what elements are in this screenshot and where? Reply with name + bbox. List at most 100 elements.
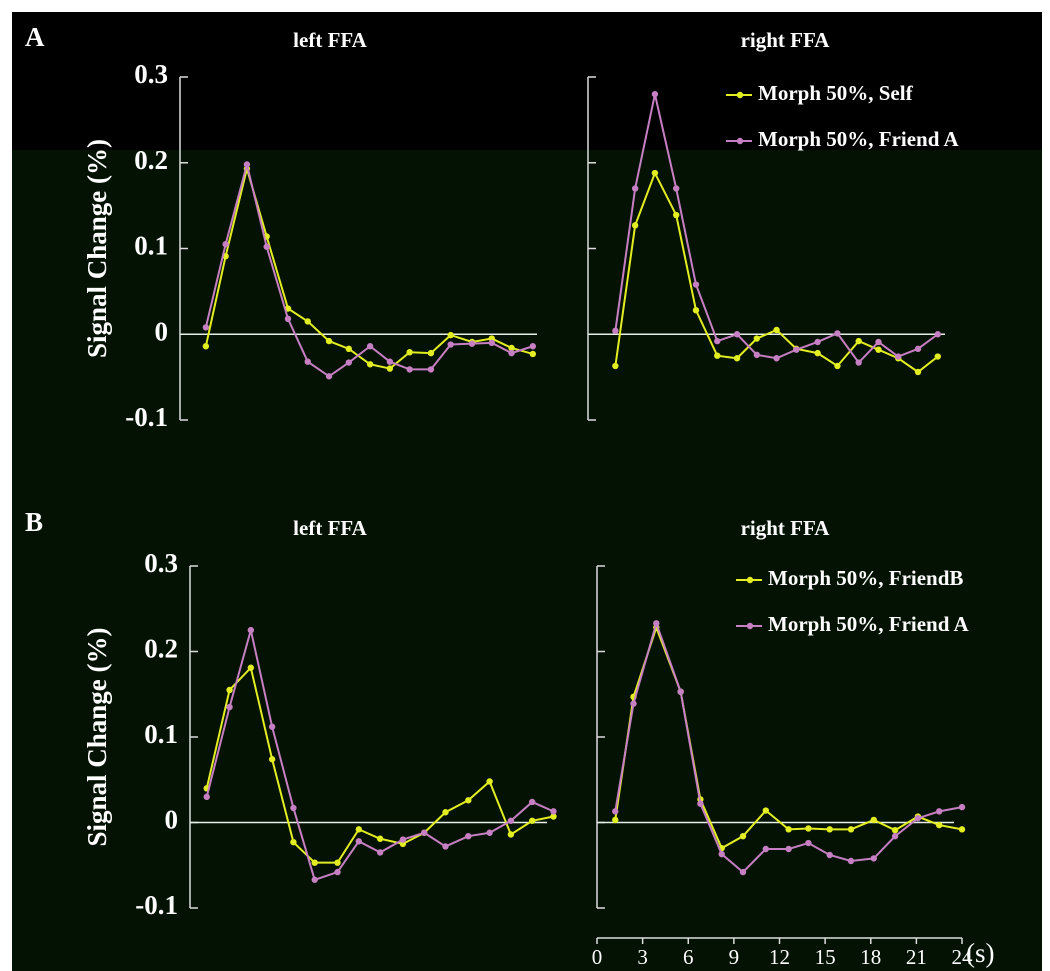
data-point <box>934 331 941 338</box>
data-point <box>805 825 812 832</box>
data-point <box>334 859 341 866</box>
legend-label: Morph 50%, Friend A <box>758 127 960 151</box>
data-point <box>366 361 374 368</box>
panel-label: A <box>25 22 45 52</box>
y-tick-label: 0.1 <box>134 231 168 261</box>
data-point <box>386 358 394 365</box>
data-point <box>247 626 255 634</box>
data-point <box>934 353 941 360</box>
data-point <box>202 324 210 331</box>
data-point <box>630 700 637 707</box>
data-point <box>442 809 449 816</box>
data-point <box>268 756 276 763</box>
y-tick-label: 0.2 <box>134 145 168 175</box>
data-point <box>406 349 413 356</box>
panel-label: B <box>25 507 43 537</box>
data-point <box>507 831 515 838</box>
data-point <box>528 798 536 806</box>
data-point <box>834 330 841 337</box>
data-point <box>714 352 721 359</box>
data-point <box>785 826 792 833</box>
data-point <box>263 243 270 250</box>
x-tick-label: 24 <box>952 945 974 969</box>
data-point <box>226 686 233 694</box>
data-point <box>528 817 536 824</box>
data-point <box>311 876 318 883</box>
data-point <box>222 241 229 248</box>
data-point <box>651 169 659 177</box>
y-tick-label: 0.2 <box>144 634 178 664</box>
chart-title: right FFA <box>741 28 831 52</box>
data-point <box>834 362 841 370</box>
x-tick-label: 12 <box>769 945 790 969</box>
data-point <box>895 353 902 360</box>
data-point <box>386 365 394 372</box>
data-point <box>508 344 515 352</box>
chart-title: right FFA <box>741 516 831 540</box>
data-point <box>753 335 761 342</box>
x-tick-label: 3 <box>637 945 648 969</box>
chart-title: left FFA <box>293 516 367 540</box>
data-point <box>345 359 353 366</box>
data-point <box>442 843 449 850</box>
data-point <box>773 355 780 362</box>
data-point <box>290 838 297 846</box>
data-point <box>304 358 311 365</box>
data-point <box>914 345 922 353</box>
data-point <box>891 826 899 834</box>
data-point <box>202 343 210 350</box>
data-point <box>612 816 619 824</box>
x-tick-label: 21 <box>906 945 927 969</box>
data-point <box>714 337 721 345</box>
data-point <box>612 327 619 335</box>
data-point <box>284 315 292 323</box>
data-point <box>875 346 882 353</box>
data-point <box>733 355 741 362</box>
data-point <box>692 281 700 288</box>
data-point <box>311 859 318 866</box>
data-point <box>612 808 619 815</box>
data-point <box>958 803 966 811</box>
legend-label: Morph 50%, FriendB <box>768 566 963 590</box>
data-point <box>465 797 472 804</box>
data-point <box>290 804 297 812</box>
figure-background <box>12 12 1042 971</box>
data-point <box>421 829 428 836</box>
data-point <box>508 349 515 357</box>
data-point <box>793 346 800 353</box>
data-point <box>334 868 341 876</box>
x-tick-label: 6 <box>683 945 694 969</box>
data-point <box>376 835 384 842</box>
data-point <box>762 807 770 814</box>
data-point <box>447 341 454 348</box>
y-tick-label: -0.1 <box>135 890 178 920</box>
x-tick-label: 15 <box>815 945 836 969</box>
data-point <box>399 836 407 843</box>
data-point <box>677 688 684 695</box>
data-point <box>366 343 374 350</box>
legend-marker <box>746 576 754 584</box>
data-point <box>914 368 922 376</box>
data-point <box>203 793 210 801</box>
data-point <box>826 826 833 833</box>
data-point <box>870 816 877 824</box>
x-tick-label: 9 <box>729 945 740 969</box>
data-point <box>268 723 276 730</box>
x-tick-label: 0 <box>592 945 603 969</box>
data-point <box>529 343 537 350</box>
data-point <box>814 338 821 346</box>
data-point <box>631 185 639 192</box>
data-point <box>762 845 770 853</box>
data-point <box>697 800 704 807</box>
data-point <box>507 817 515 824</box>
data-point <box>465 832 472 840</box>
data-point <box>826 851 833 859</box>
data-point <box>355 838 363 845</box>
y-tick-label: 0 <box>155 316 169 346</box>
data-point <box>753 351 761 359</box>
data-point <box>891 832 899 840</box>
data-point <box>785 845 792 853</box>
data-point <box>805 839 812 847</box>
y-tick-label: 0.1 <box>144 719 178 749</box>
